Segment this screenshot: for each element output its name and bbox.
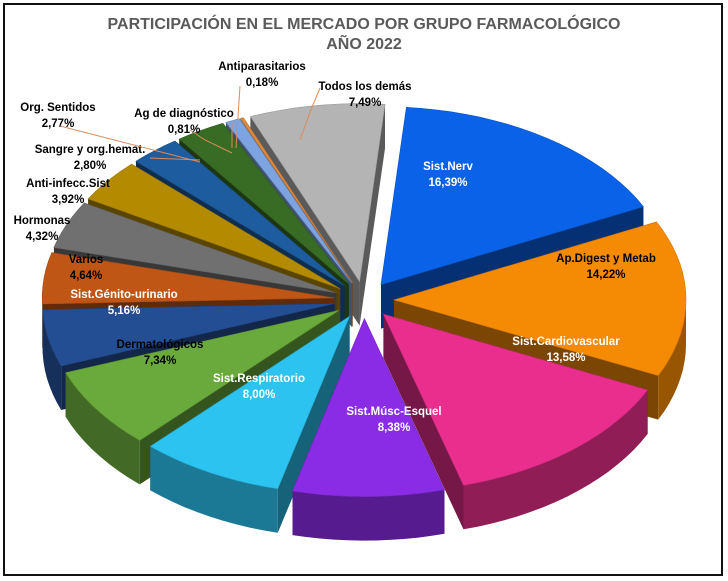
chart-subtitle: AÑO 2022 [326, 36, 402, 53]
slice-side-3-0 [292, 489, 445, 541]
slice-value-5: 7,34% [144, 355, 177, 367]
slice-value-2: 13,58% [546, 352, 585, 364]
slice-label-13: Antiparasitarios [218, 61, 306, 73]
slice-11 [178, 123, 350, 285]
slice-5 [65, 310, 340, 441]
slice-label-7: Varios [69, 254, 104, 266]
slice-6 [42, 303, 335, 367]
slice-label-5: Dermatológicos [117, 339, 204, 351]
slice-label-11: Org. Sentidos [20, 102, 95, 114]
slice-label-4: Sist.Respiratorio [213, 373, 305, 385]
pie-tops [41, 103, 687, 497]
slice-13 [239, 117, 353, 283]
slice-4 [149, 315, 351, 490]
slice-14 [249, 103, 386, 283]
slice-2 [382, 313, 649, 486]
leader-line-2 [59, 125, 201, 163]
slice-value-14: 7,49% [349, 97, 382, 109]
slice-wall-14-1 [359, 104, 386, 326]
slice-label-6: Sist.Génito-urinario [70, 289, 177, 301]
slice-value-4: 8,00% [243, 389, 276, 401]
slice-value-6: 5,16% [108, 305, 141, 317]
chart-title: PARTICIPACIÓN EN EL MERCADO POR GRUPO FA… [107, 16, 621, 33]
slice-side-1-0 [658, 299, 686, 420]
slice-value-7: 4,64% [70, 270, 103, 282]
slice-label-10: Sangre y org.hemat. [35, 144, 146, 156]
slice-3 [292, 317, 445, 497]
slice-value-10: 2,80% [74, 160, 107, 172]
slice-label-14: Todos los demás [318, 81, 411, 93]
slice-8 [53, 202, 337, 294]
slice-7 [41, 252, 335, 305]
leader-line-4 [235, 85, 241, 149]
slice-value-11: 2,77% [42, 118, 75, 130]
slice-1 [392, 221, 687, 376]
slice-side-6-0 [42, 309, 62, 410]
slice-0 [380, 106, 644, 286]
slice-value-13: 0,18% [246, 77, 279, 89]
slice-value-9: 3,92% [52, 194, 85, 206]
slice-label-12: Ag de diagnóstico [134, 108, 234, 120]
slice-label-8: Hormonas [14, 215, 71, 227]
slice-value-12: 0,81% [168, 124, 201, 136]
slice-value-0: 16,39% [428, 177, 467, 189]
slice-12 [225, 118, 353, 284]
slice-side-5-0 [65, 372, 140, 485]
slice-side-2-0 [463, 390, 648, 530]
slice-label-1: Ap.Digest y Metab [556, 253, 656, 265]
slice-side-4-0 [150, 446, 278, 533]
slice-label-3: Sist.Músc-Esquel [346, 406, 441, 418]
slice-label-0: Sist.Nerv [423, 161, 473, 173]
slice-value-3: 8,38% [378, 422, 411, 434]
slice-label-2: Sist.Cardiovascular [512, 336, 620, 348]
pie-labels: Sist.Nerv 16,39% Ap.Digest y Metab 14,22% Si… [14, 61, 656, 434]
leader-line-5 [299, 87, 321, 141]
slice-label-9: Anti-infecc.Sist [26, 178, 110, 190]
slice-9 [87, 163, 341, 289]
slice-wall-2-1 [383, 314, 464, 530]
leader-line-0 [189, 129, 233, 154]
slice-value-1: 14,22% [586, 269, 625, 281]
slice-value-8: 4,32% [26, 231, 59, 243]
